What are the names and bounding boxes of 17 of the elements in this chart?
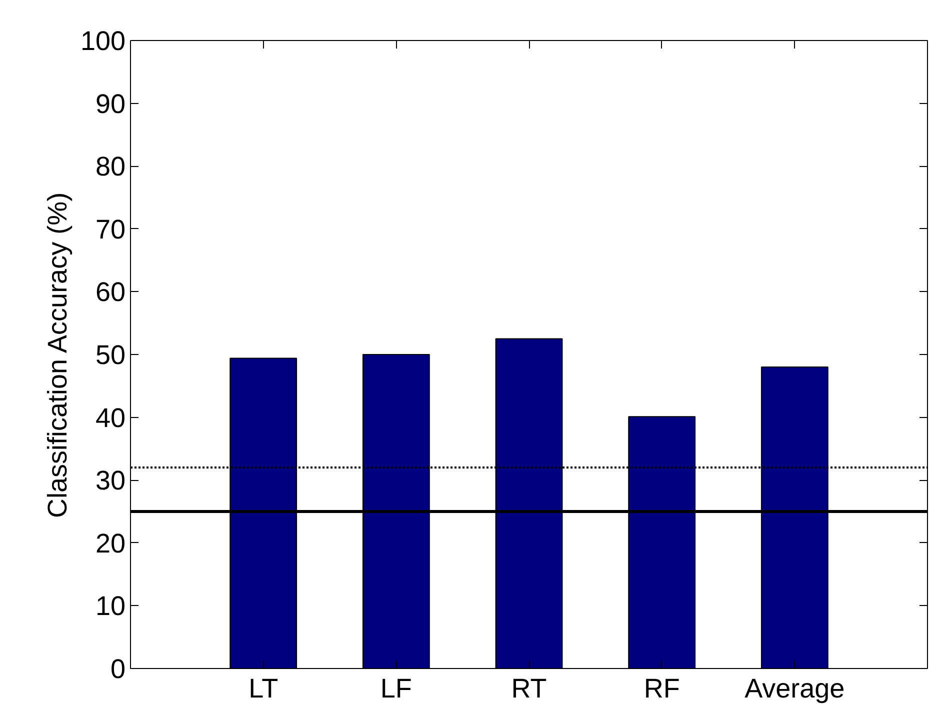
x-tick-label: RF (644, 674, 680, 704)
y-tick-label: 20 (95, 528, 126, 558)
y-tick-label: 30 (95, 466, 126, 496)
y-tick-label: 50 (95, 340, 126, 370)
y-tick-label: 0 (110, 654, 126, 684)
y-tick-label: 80 (95, 152, 126, 182)
x-tick-label: LF (380, 674, 412, 704)
y-tick-label: 60 (95, 277, 126, 308)
y-tick-label: 10 (95, 591, 126, 622)
x-tick-label: LT (248, 674, 278, 704)
y-tick-label: 70 (95, 214, 126, 244)
y-tick-label: 90 (95, 88, 126, 119)
y-tick-label: 100 (80, 26, 126, 56)
x-tick-label: RT (511, 674, 547, 704)
x-tick-label: Average (744, 674, 845, 704)
y-axis-title: Classification Accuracy (%) (42, 192, 72, 518)
y-tick-label: 40 (95, 402, 126, 433)
